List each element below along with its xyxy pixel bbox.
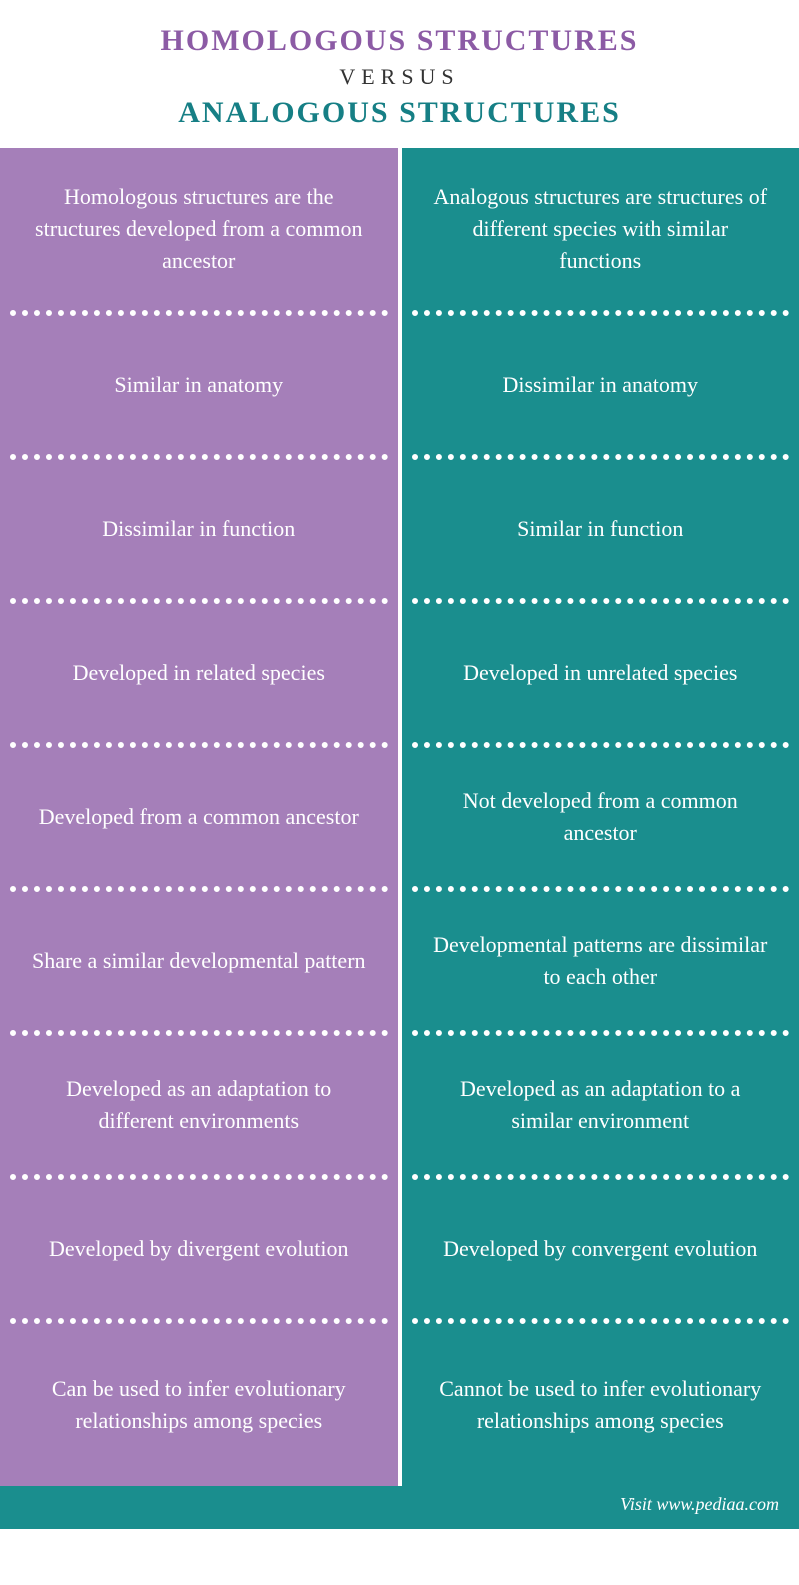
column-analogous: Analogous structures are structures of d…	[398, 148, 799, 1486]
header: HOMOLOGOUS STRUCTURES VERSUS ANALOGOUS S…	[0, 0, 799, 148]
cell-right-6: Developed as an adaptation to a similar …	[402, 1036, 799, 1174]
cell-left-7: Developed by divergent evolution	[0, 1180, 398, 1318]
cell-right-3: Developed in unrelated species	[402, 604, 799, 742]
cell-right-5: Developmental patterns are dissimilar to…	[402, 892, 799, 1030]
cell-right-7: Developed by convergent evolution	[402, 1180, 799, 1318]
cell-left-3: Developed in related species	[0, 604, 398, 742]
footer-text: Visit www.pediaa.com	[620, 1494, 779, 1514]
cell-left-0: Homologous structures are the structures…	[0, 148, 398, 310]
cell-right-1: Dissimilar in anatomy	[402, 316, 799, 454]
cell-right-4: Not developed from a common ancestor	[402, 748, 799, 886]
footer: Visit www.pediaa.com	[0, 1486, 799, 1529]
cell-left-5: Share a similar developmental pattern	[0, 892, 398, 1030]
column-homologous: Homologous structures are the structures…	[0, 148, 398, 1486]
cell-left-4: Developed from a common ancestor	[0, 748, 398, 886]
cell-left-6: Developed as an adaptation to different …	[0, 1036, 398, 1174]
title-analogous: ANALOGOUS STRUCTURES	[20, 96, 779, 130]
cell-right-0: Analogous structures are structures of d…	[402, 148, 799, 310]
comparison-table: Homologous structures are the structures…	[0, 148, 799, 1486]
title-versus: VERSUS	[20, 58, 779, 96]
title-homologous: HOMOLOGOUS STRUCTURES	[20, 24, 779, 58]
cell-right-2: Similar in function	[402, 460, 799, 598]
cell-right-8: Cannot be used to infer evolutionary rel…	[402, 1324, 799, 1486]
cell-left-2: Dissimilar in function	[0, 460, 398, 598]
cell-left-8: Can be used to infer evolutionary relati…	[0, 1324, 398, 1486]
cell-left-1: Similar in anatomy	[0, 316, 398, 454]
